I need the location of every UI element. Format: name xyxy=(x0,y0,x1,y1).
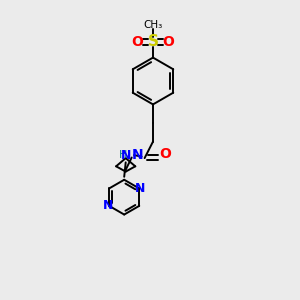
Text: N: N xyxy=(121,149,131,162)
Text: S: S xyxy=(148,34,158,50)
Text: O: O xyxy=(131,35,143,49)
Text: O: O xyxy=(163,35,175,49)
Text: N: N xyxy=(132,148,143,161)
Text: N: N xyxy=(135,182,146,195)
Text: O: O xyxy=(159,148,171,161)
Text: H: H xyxy=(119,149,128,160)
Text: N: N xyxy=(103,200,113,212)
Text: CH₃: CH₃ xyxy=(143,20,163,31)
